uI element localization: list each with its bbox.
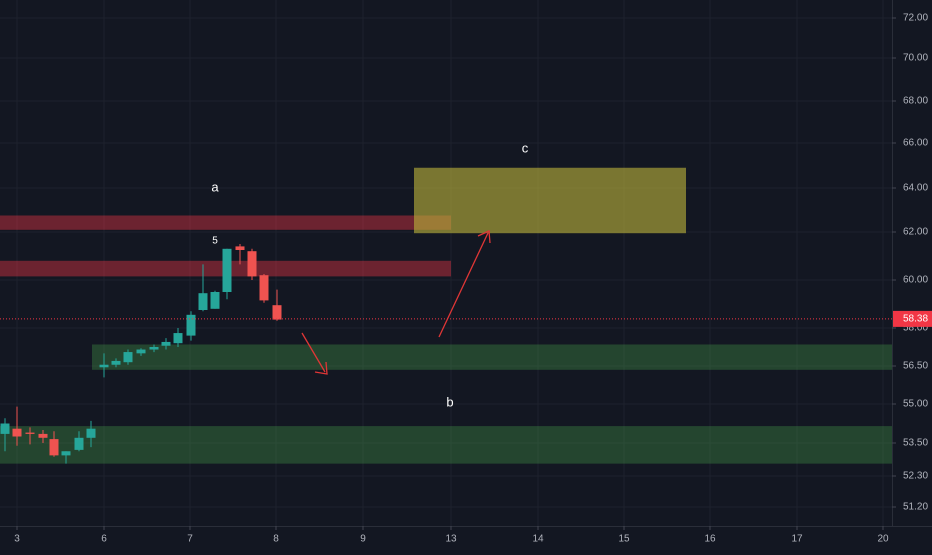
y-tick-label: 70.00: [903, 53, 928, 64]
candle-body: [136, 349, 146, 354]
target-zone: [414, 167, 686, 234]
wave-label-a: a: [211, 179, 219, 194]
support-zone: [0, 426, 892, 464]
x-tick-label: 9: [360, 534, 366, 545]
candles: [0, 244, 282, 464]
x-tick-label: 8: [273, 534, 279, 545]
x-tick-label: 15: [618, 534, 630, 545]
wave-label-b: b: [446, 394, 453, 409]
current-price-badge: [893, 310, 932, 327]
y-tick-label: 55.00: [903, 399, 928, 410]
candle-body: [259, 275, 269, 301]
candle-body: [149, 347, 159, 350]
x-tick-label: 3: [14, 534, 20, 545]
grid-lines: [0, 0, 892, 526]
projection-arrows: [301, 230, 491, 375]
wave-label-5: 5: [212, 236, 218, 247]
price-zones: [0, 167, 892, 464]
arrow-down-head: [314, 361, 328, 375]
wave-label-c: c: [522, 140, 529, 155]
candle-body: [210, 292, 220, 309]
candle-body: [38, 433, 48, 438]
x-tick-label: 20: [877, 534, 889, 545]
candle-body: [198, 293, 208, 310]
candle-body: [12, 428, 22, 437]
candle-body: [186, 314, 196, 336]
y-tick-label: 68.00: [903, 96, 928, 107]
arrow-up-line: [438, 232, 489, 338]
candle-body: [25, 432, 35, 434]
resistance-zone: [0, 215, 451, 230]
y-tick-label: 51.20: [903, 502, 928, 513]
x-tick-label: 6: [101, 534, 107, 545]
y-tick-label: 60.00: [903, 275, 928, 286]
candle-body: [235, 246, 245, 250]
y-tick-label: 64.00: [903, 183, 928, 194]
candle-body: [247, 251, 257, 277]
y-axis[interactable]: 72.00 70.00 68.00 66.00 64.00 62.00 60.00 58.00…: [892, 0, 932, 550]
x-axis-background: [0, 526, 932, 550]
candle-body: [86, 428, 96, 438]
current-price-label: 58.38: [903, 314, 928, 325]
arrow-up-head: [477, 230, 491, 244]
y-tick-label: 58.00: [903, 323, 928, 334]
wave-labels: a 5 c b: [211, 140, 528, 409]
candle-body: [123, 352, 133, 363]
candle-body: [173, 333, 183, 344]
candle-body: [74, 437, 84, 450]
candle-body: [222, 248, 232, 292]
y-axis-background: [892, 0, 932, 550]
candle-body: [49, 439, 59, 456]
y-tick-label: 52.30: [903, 471, 928, 482]
x-tick-label: 17: [791, 534, 803, 545]
x-axis[interactable]: 3 6 7 8 9 13 14 15 16 17 20: [0, 526, 932, 550]
candle-body: [61, 451, 71, 456]
y-tick-label: 56.50: [903, 361, 928, 372]
candle-body: [161, 341, 171, 346]
y-tick-label: 62.00: [903, 227, 928, 238]
arrow-down-line: [301, 332, 326, 373]
candle-body: [272, 305, 282, 320]
support-zone: [92, 344, 892, 370]
x-tick-label: 16: [704, 534, 716, 545]
y-tick-label: 53.50: [903, 438, 928, 449]
x-tick-label: 13: [445, 534, 457, 545]
x-tick-label: 14: [532, 534, 544, 545]
x-tick-label: 7: [187, 534, 193, 545]
candle-body: [99, 364, 109, 368]
y-tick-label: 72.00: [903, 13, 928, 24]
y-tick-label: 66.00: [903, 138, 928, 149]
candle-body: [0, 423, 10, 434]
candle-body: [111, 360, 121, 365]
